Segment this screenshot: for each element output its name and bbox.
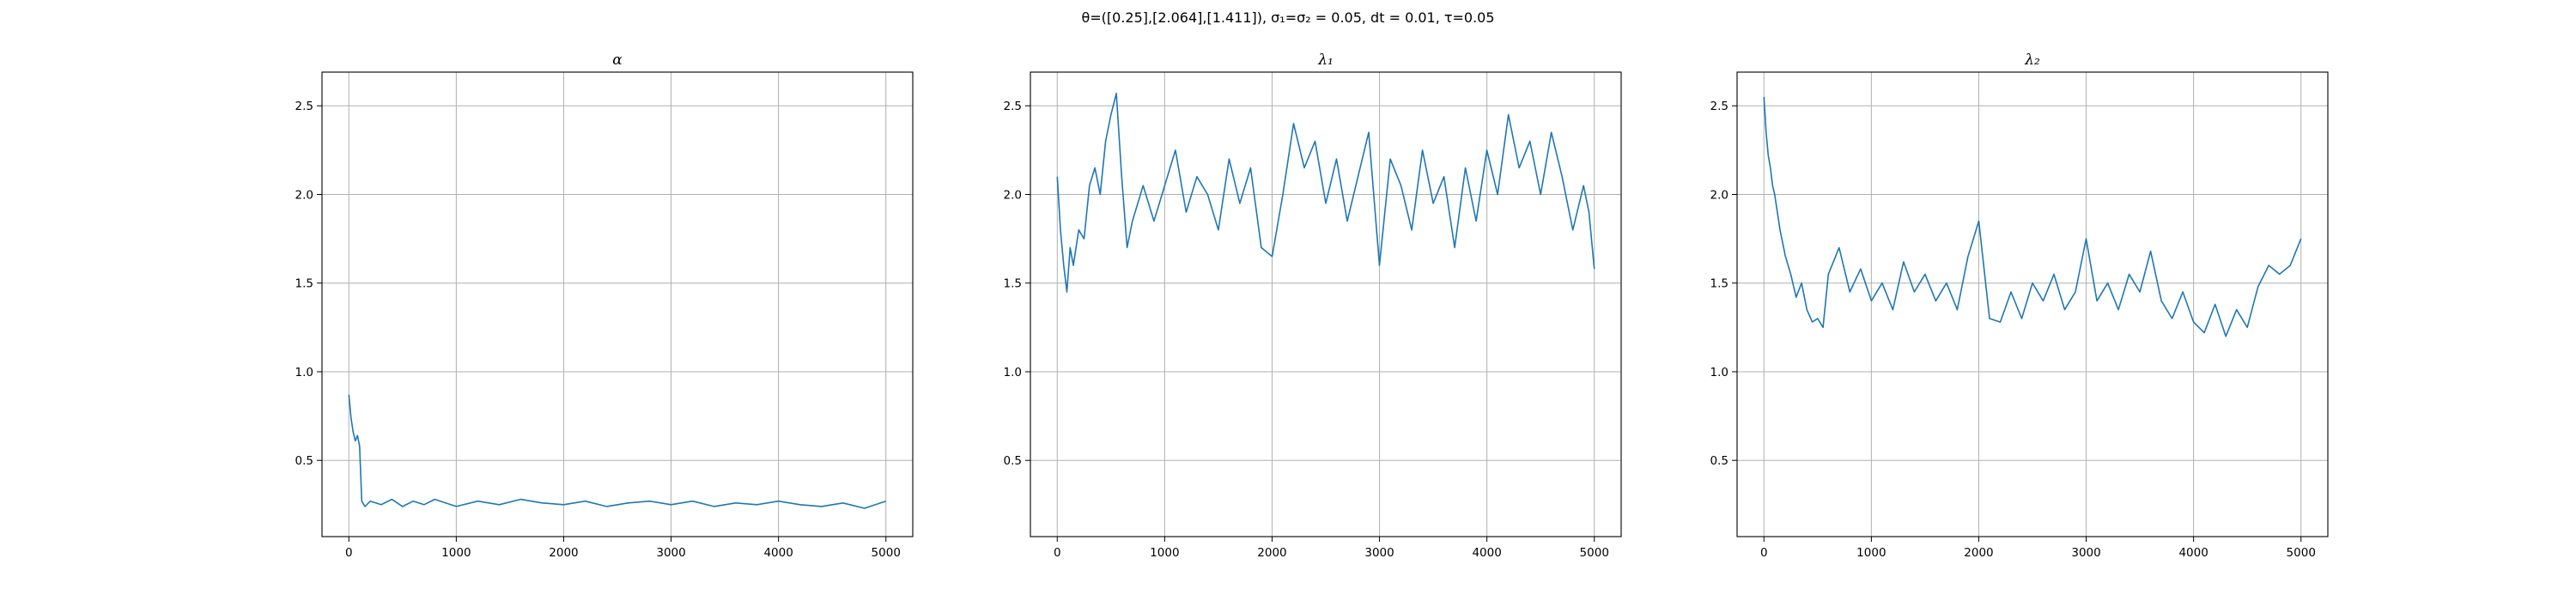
series-line — [348, 394, 886, 509]
subplot-1: 0 1000 2000 3000 4000 5000 0.5 1.0 1.5 2.0 2.5 α — [295, 52, 914, 560]
y-tick-label: 2.5 — [1710, 100, 1728, 113]
y-tick-label: 1.0 — [1710, 366, 1728, 379]
y-tick-label: 2.0 — [1004, 188, 1022, 202]
subplot-title: λ₁ — [1317, 52, 1334, 69]
x-tick-label: 0 — [1760, 546, 1768, 560]
y-tick-label: 2.0 — [295, 188, 313, 202]
x-tick-label: 2000 — [549, 546, 578, 560]
subplot-2: 0 1000 2000 3000 4000 5000 0.5 1.0 1.5 2.0 2.5 λ₁ — [1004, 52, 1622, 560]
figure-suptitle: θ=([0.25],[2.064],[1.411]), σ₁=σ₂ = 0.05… — [1081, 9, 1494, 26]
y-tick-label: 0.5 — [295, 454, 313, 468]
axes-frame — [1030, 71, 1622, 537]
x-tick-label: 2000 — [1257, 546, 1286, 560]
x-tick-label: 4000 — [2178, 546, 2208, 560]
subplot-title: λ₂ — [2024, 52, 2040, 69]
y-tick-label: 2.5 — [1004, 100, 1022, 113]
subplot-grid: 0 1000 2000 3000 4000 5000 0.5 1.0 1.5 2.0 2.5 α 0 10… — [295, 52, 2329, 560]
subplot-3: 0 1000 2000 3000 4000 5000 0.5 1.0 1.5 2.0 2.5 λ₂ — [1710, 52, 2329, 560]
x-tick-label: 5000 — [872, 546, 901, 560]
y-tick-label: 1.0 — [295, 366, 313, 379]
y-tick-label: 1.0 — [1004, 366, 1022, 379]
y-tick-label: 1.5 — [1004, 277, 1022, 291]
series-line — [1056, 93, 1595, 293]
subplot-title: α — [612, 52, 623, 69]
x-tick-label: 5000 — [2287, 546, 2316, 560]
x-tick-label: 0 — [1054, 546, 1061, 560]
x-tick-label: 3000 — [656, 546, 685, 560]
x-tick-label: 0 — [345, 546, 353, 560]
x-tick-label: 3000 — [2071, 546, 2100, 560]
series-line — [1763, 96, 2302, 337]
x-tick-label: 1000 — [441, 546, 471, 560]
y-tick-label: 1.5 — [295, 277, 313, 291]
y-tick-label: 2.5 — [295, 100, 313, 113]
axes-frame — [321, 71, 914, 537]
x-tick-label: 4000 — [1472, 546, 1501, 560]
x-tick-label: 2000 — [1964, 546, 1993, 560]
x-tick-label: 4000 — [763, 546, 793, 560]
axes-frame — [1736, 71, 2329, 537]
y-tick-label: 0.5 — [1710, 454, 1728, 468]
x-tick-label: 1000 — [1856, 546, 1886, 560]
y-tick-label: 1.5 — [1710, 277, 1728, 291]
x-tick-label: 1000 — [1150, 546, 1179, 560]
x-tick-label: 3000 — [1364, 546, 1394, 560]
x-tick-label: 5000 — [1580, 546, 1609, 560]
y-tick-label: 2.0 — [1710, 188, 1728, 202]
y-tick-label: 0.5 — [1004, 454, 1022, 468]
